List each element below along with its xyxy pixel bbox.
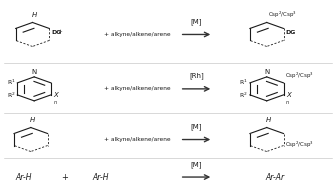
Text: R$^2$: R$^2$: [7, 91, 16, 101]
Text: R$^2$: R$^2$: [240, 91, 248, 101]
Text: DG: DG: [285, 30, 296, 35]
Text: + alkyne/alkene/arene: + alkyne/alkene/arene: [104, 32, 171, 37]
Text: H: H: [266, 117, 271, 123]
Text: [M]: [M]: [191, 18, 202, 25]
Text: Csp$^{2}$/Csp$^{3}$: Csp$^{2}$/Csp$^{3}$: [285, 140, 313, 150]
Text: Ar-H: Ar-H: [16, 173, 32, 182]
Text: + alkyne/alkene/arene: + alkyne/alkene/arene: [104, 137, 171, 142]
Text: +: +: [58, 29, 62, 34]
Text: n: n: [286, 100, 289, 105]
Text: N: N: [264, 69, 269, 75]
Text: [Rh]: [Rh]: [189, 73, 204, 80]
Text: N: N: [32, 69, 37, 75]
Text: H: H: [30, 117, 35, 123]
Text: Csp$^{2}$/Csp$^{3}$: Csp$^{2}$/Csp$^{3}$: [285, 71, 314, 81]
Text: R$^1$: R$^1$: [240, 77, 248, 87]
Text: DG: DG: [51, 30, 61, 35]
Text: R$^1$: R$^1$: [7, 77, 16, 87]
Text: X: X: [54, 92, 58, 98]
Text: [M]: [M]: [191, 161, 202, 168]
Text: + alkyne/alkene/arene: + alkyne/alkene/arene: [104, 86, 171, 91]
Text: Ar-Ar: Ar-Ar: [265, 173, 285, 182]
Text: Ar-H: Ar-H: [93, 173, 109, 182]
Text: [M]: [M]: [191, 123, 202, 130]
Text: +: +: [61, 173, 68, 182]
Text: Csp$^{2}$/Csp$^{3}$: Csp$^{2}$/Csp$^{3}$: [268, 9, 297, 20]
Text: X: X: [286, 92, 291, 98]
Text: H: H: [32, 12, 37, 18]
Text: n: n: [54, 100, 57, 105]
